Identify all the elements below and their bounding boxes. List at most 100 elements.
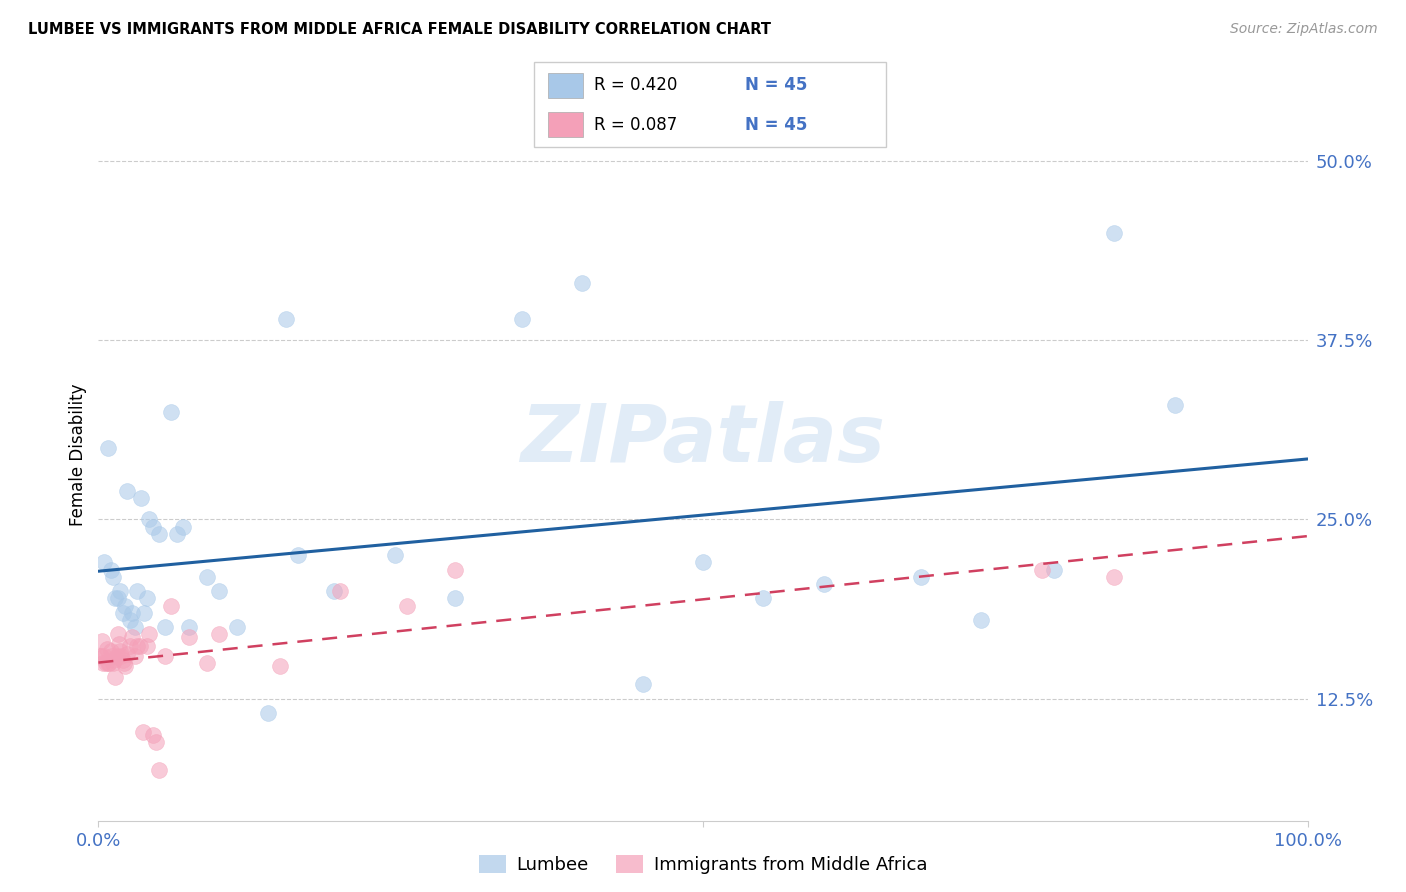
Point: [631, 677, 654, 691]
Point: [100, 644, 122, 658]
Point: [100, 648, 122, 663]
Point: [145, 735, 167, 749]
Point: [124, 620, 146, 634]
Point: [96, 641, 118, 656]
Point: [148, 526, 170, 541]
Point: [970, 613, 993, 627]
Point: [142, 728, 165, 742]
Point: [104, 670, 127, 684]
Point: [208, 627, 231, 641]
Point: [103, 653, 125, 667]
Point: [148, 764, 170, 778]
Point: [138, 627, 160, 641]
Text: R = 0.087: R = 0.087: [593, 116, 678, 134]
Point: [90, 648, 112, 663]
Point: [108, 637, 131, 651]
Point: [108, 644, 131, 658]
Point: [269, 658, 291, 673]
Point: [256, 706, 278, 720]
FancyBboxPatch shape: [548, 72, 583, 98]
FancyBboxPatch shape: [534, 62, 886, 147]
Point: [134, 606, 156, 620]
Point: [195, 656, 218, 670]
Point: [129, 491, 152, 505]
Point: [395, 599, 418, 613]
Point: [93, 648, 115, 663]
Point: [813, 577, 835, 591]
Point: [195, 570, 218, 584]
Point: [510, 311, 533, 326]
Point: [101, 570, 124, 584]
Point: [107, 627, 129, 641]
Point: [121, 606, 143, 620]
Point: [1042, 563, 1064, 577]
Y-axis label: Female Disability: Female Disability: [69, 384, 87, 526]
Point: [124, 648, 146, 663]
Text: ZIPatlas: ZIPatlas: [520, 401, 886, 479]
Point: [1102, 226, 1125, 240]
Point: [105, 648, 128, 663]
FancyBboxPatch shape: [548, 112, 583, 137]
Point: [101, 656, 124, 670]
Point: [97, 656, 120, 670]
Point: [108, 584, 131, 599]
Point: [153, 620, 176, 634]
Point: [98, 656, 121, 670]
Point: [160, 405, 183, 419]
Point: [166, 526, 188, 541]
Point: [179, 620, 201, 634]
Point: [384, 549, 406, 563]
Point: [91, 634, 114, 648]
Point: [1102, 570, 1125, 584]
Point: [752, 591, 775, 606]
Point: [571, 276, 593, 290]
Point: [274, 311, 297, 326]
Point: [93, 556, 115, 570]
Point: [1031, 563, 1053, 577]
Point: [128, 639, 150, 653]
Point: [323, 584, 346, 599]
Point: [89, 648, 111, 663]
Point: [172, 519, 194, 533]
Point: [132, 724, 155, 739]
Point: [104, 591, 127, 606]
Point: [135, 591, 157, 606]
Point: [107, 591, 129, 606]
Point: [1163, 398, 1185, 412]
Point: [287, 549, 309, 563]
Point: [112, 656, 135, 670]
Point: [329, 584, 352, 599]
Point: [127, 584, 149, 599]
Point: [121, 630, 143, 644]
Point: [142, 519, 165, 533]
Point: [110, 648, 132, 663]
Text: R = 0.420: R = 0.420: [593, 76, 678, 94]
Point: [111, 653, 134, 667]
Point: [910, 570, 932, 584]
Point: [179, 630, 201, 644]
Point: [97, 441, 120, 455]
Point: [692, 556, 714, 570]
Text: LUMBEE VS IMMIGRANTS FROM MIDDLE AFRICA FEMALE DISABILITY CORRELATION CHART: LUMBEE VS IMMIGRANTS FROM MIDDLE AFRICA …: [28, 22, 770, 37]
Legend: Lumbee, Immigrants from Middle Africa: Lumbee, Immigrants from Middle Africa: [471, 847, 935, 881]
Point: [114, 599, 136, 613]
Point: [118, 639, 141, 653]
Point: [117, 483, 139, 498]
Point: [94, 656, 117, 670]
Point: [118, 613, 141, 627]
Point: [444, 563, 467, 577]
Point: [91, 656, 114, 670]
Point: [117, 647, 139, 661]
Point: [114, 658, 136, 673]
Point: [208, 584, 231, 599]
Point: [160, 599, 183, 613]
Point: [226, 620, 249, 634]
Point: [111, 606, 134, 620]
Point: [153, 648, 176, 663]
Point: [100, 563, 122, 577]
Text: N = 45: N = 45: [745, 116, 807, 134]
Point: [444, 591, 467, 606]
Point: [135, 639, 157, 653]
Point: [138, 512, 160, 526]
Point: [127, 639, 149, 653]
